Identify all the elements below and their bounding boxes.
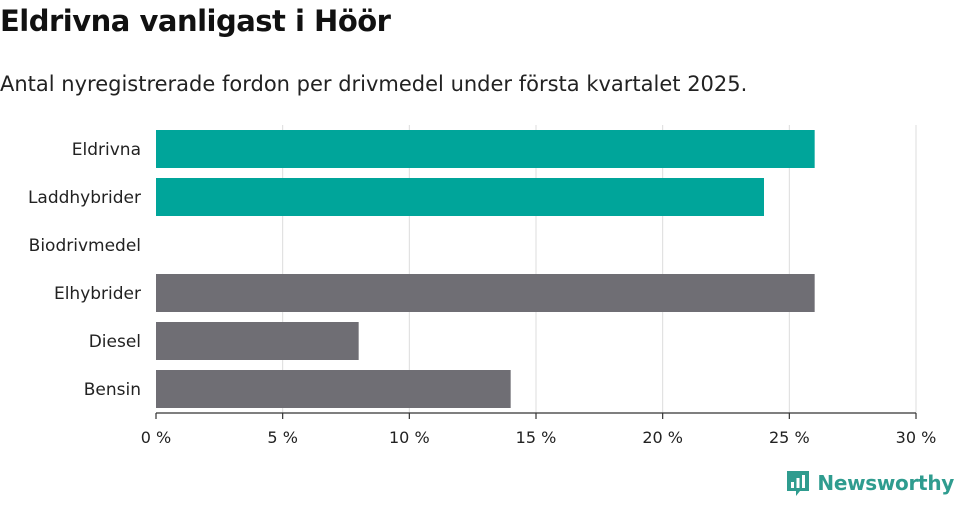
category-label: Elhybrider [54,284,141,304]
category-label: Eldrivna [72,140,141,160]
x-tick-label: 30 % [896,428,937,447]
newsworthy-logo-icon [787,471,810,496]
x-tick-label: 15 % [516,428,557,447]
bar [156,130,815,168]
x-tick-label: 10 % [389,428,430,447]
brand: Newsworthy [785,469,954,497]
x-tick-label: 5 % [267,428,297,447]
bar [156,274,815,312]
category-label: Bensin [84,380,141,400]
brand-name: Newsworthy [817,471,954,495]
bar [156,370,511,408]
x-tick-label: 25 % [769,428,810,447]
chart-title: Eldrivna vanligast i Höör [0,4,391,38]
bar [156,178,764,216]
bar [156,322,359,360]
chart-subtitle: Antal nyregistrerade fordon per drivmede… [0,72,748,96]
category-label: Biodrivmedel [29,236,141,256]
category-label: Laddhybrider [28,188,141,208]
x-tick-label: 20 % [642,428,683,447]
x-tick-label: 0 % [141,428,171,447]
category-label: Diesel [89,332,141,352]
